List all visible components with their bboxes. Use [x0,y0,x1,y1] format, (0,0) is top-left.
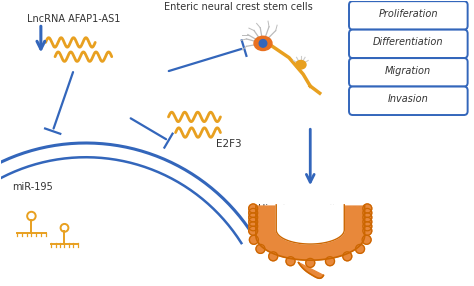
Circle shape [249,222,258,231]
Circle shape [259,39,267,47]
Circle shape [249,208,258,217]
FancyBboxPatch shape [349,1,468,30]
Polygon shape [256,206,365,260]
Ellipse shape [296,60,306,69]
Circle shape [356,244,365,253]
Circle shape [249,226,258,235]
Circle shape [343,252,352,261]
Circle shape [286,257,295,266]
Text: E2F3: E2F3 [216,139,241,149]
Circle shape [363,208,372,217]
Circle shape [306,258,315,267]
Circle shape [363,222,372,231]
Circle shape [249,204,258,213]
Circle shape [363,217,372,226]
FancyBboxPatch shape [349,58,468,87]
Circle shape [363,213,372,222]
Circle shape [249,217,258,226]
Text: Migration: Migration [385,66,431,76]
Text: LncRNA AFAP1-AS1: LncRNA AFAP1-AS1 [27,14,120,24]
Text: Hirschsprung disease: Hirschsprung disease [258,204,363,214]
Circle shape [256,244,265,253]
Circle shape [363,226,372,235]
Circle shape [362,235,371,244]
Circle shape [363,204,372,213]
FancyBboxPatch shape [349,87,468,115]
Ellipse shape [254,36,272,51]
Polygon shape [299,263,323,278]
Circle shape [249,235,258,244]
Text: miR-195: miR-195 [12,182,53,192]
Text: Enteric neural crest stem cells: Enteric neural crest stem cells [164,2,312,12]
Circle shape [269,252,278,261]
Circle shape [249,213,258,222]
Text: Proliferation: Proliferation [378,9,438,19]
Text: Differentiation: Differentiation [373,37,443,47]
Polygon shape [276,205,344,244]
Circle shape [326,257,335,266]
FancyBboxPatch shape [349,30,468,58]
Text: Invasion: Invasion [388,94,428,104]
